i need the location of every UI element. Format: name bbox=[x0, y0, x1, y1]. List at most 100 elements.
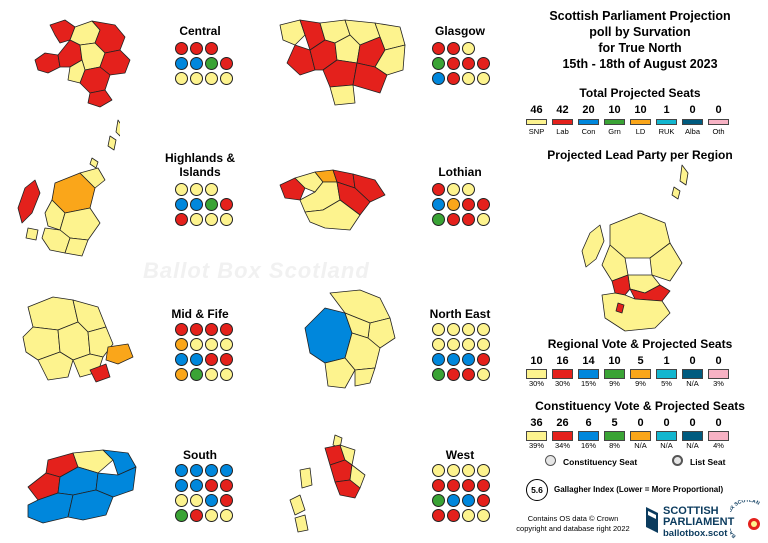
seat-ld bbox=[175, 368, 188, 381]
seat-grid-lothian bbox=[432, 183, 490, 226]
seat-grn bbox=[432, 494, 445, 507]
party-label: Grn bbox=[608, 127, 621, 136]
seat-con bbox=[190, 57, 203, 70]
tally-alba: 0 Alba bbox=[682, 104, 703, 136]
seat-row bbox=[175, 42, 233, 55]
tally-ruk: 0 N/A bbox=[656, 417, 677, 450]
seat-lab bbox=[220, 494, 233, 507]
seat-snp bbox=[462, 183, 475, 196]
party-swatch bbox=[526, 119, 547, 125]
os-credit: Contains OS data © Crown copyright and d… bbox=[508, 514, 638, 534]
tally-ruk: 1 5% bbox=[656, 355, 677, 388]
seat-grn bbox=[190, 368, 203, 381]
seat-snp bbox=[477, 323, 490, 336]
seat-snp bbox=[220, 213, 233, 226]
seat-lab bbox=[205, 353, 218, 366]
seat-row bbox=[432, 368, 490, 381]
party-label: RUK bbox=[658, 127, 675, 136]
tally-con: 6 16% bbox=[578, 417, 599, 450]
party-swatch bbox=[552, 369, 573, 379]
seat-snp bbox=[220, 509, 233, 522]
map-scotland-lead bbox=[581, 164, 689, 332]
party-label: Oth bbox=[712, 127, 725, 136]
seat-snp bbox=[462, 338, 475, 351]
vote-share: 30% bbox=[528, 379, 544, 388]
seat-snp bbox=[220, 338, 233, 351]
constituency-seat-legend-label: Constituency Seat bbox=[563, 457, 638, 467]
region-title-highlands: Highlands & Islands bbox=[164, 151, 235, 179]
seat-row bbox=[175, 368, 233, 381]
tally-oth: 0 Oth bbox=[708, 104, 729, 136]
seat-snp bbox=[190, 213, 203, 226]
seat-grn bbox=[205, 57, 218, 70]
logo-arc-badge: BALLOT BOX SCOTLAND bbox=[730, 500, 761, 539]
seat-row bbox=[432, 353, 490, 366]
seat-snp bbox=[462, 42, 475, 55]
seat-ld bbox=[175, 338, 188, 351]
seat-con bbox=[175, 464, 188, 477]
tally-grn: 5 8% bbox=[604, 417, 625, 450]
seat-count: 10 bbox=[530, 355, 543, 367]
logo-line-parliament: PARLIAMENT bbox=[663, 516, 735, 528]
constituency-title: Constituency Vote & Projected Seats bbox=[535, 399, 745, 413]
party-label: LD bbox=[635, 127, 646, 136]
seat-lab bbox=[462, 198, 475, 211]
seat-row bbox=[175, 464, 233, 477]
gallagher-index-badge: 5.6 bbox=[526, 479, 548, 501]
seat-snp bbox=[447, 464, 460, 477]
seat-count: 5 bbox=[611, 417, 618, 429]
party-swatch bbox=[604, 119, 625, 125]
seat-count: 26 bbox=[556, 417, 569, 429]
seat-count: 1 bbox=[663, 104, 670, 116]
seat-grid-mid-fife bbox=[175, 323, 233, 381]
constituency-tally: 36 39% 26 34% 6 16% 5 8% 0 N/A 0 N/A 0 N/A 0 4% bbox=[526, 417, 729, 450]
seat-lab bbox=[205, 42, 218, 55]
seat-lab bbox=[205, 323, 218, 336]
lead-map-title: Projected Lead Party per Region bbox=[547, 148, 733, 162]
vote-share: 9% bbox=[635, 379, 646, 388]
seat-lab bbox=[447, 72, 460, 85]
party-swatch bbox=[630, 119, 651, 125]
tally-alba: 0 N/A bbox=[682, 417, 703, 450]
list-seat-legend-label: List Seat bbox=[690, 457, 726, 467]
tally-ld: 10 LD bbox=[630, 104, 651, 136]
vote-share: 3% bbox=[713, 379, 724, 388]
seat-grid-south bbox=[175, 464, 233, 522]
tally-snp: 46 SNP bbox=[526, 104, 547, 136]
seat-lab bbox=[447, 42, 460, 55]
seat-count: 46 bbox=[530, 104, 543, 116]
tally-ruk: 1 RUK bbox=[656, 104, 677, 136]
vote-share: 8% bbox=[609, 441, 620, 450]
region-title-lothian: Lothian bbox=[438, 165, 482, 179]
seat-snp bbox=[205, 213, 218, 226]
seat-row bbox=[432, 198, 490, 211]
party-label: Lab bbox=[556, 127, 569, 136]
seat-lab bbox=[462, 479, 475, 492]
seat-snp bbox=[477, 368, 490, 381]
seat-con bbox=[175, 198, 188, 211]
party-swatch bbox=[630, 431, 651, 441]
seat-row bbox=[432, 57, 490, 70]
seat-count: 0 bbox=[715, 417, 722, 429]
vote-share: 30% bbox=[554, 379, 570, 388]
seat-row bbox=[175, 494, 233, 507]
seat-lab bbox=[220, 323, 233, 336]
party-swatch bbox=[682, 369, 703, 379]
seat-lab bbox=[477, 494, 490, 507]
tally-grn: 10 Grn bbox=[604, 104, 625, 136]
map-glasgow bbox=[279, 19, 406, 106]
region-title-central: Central bbox=[179, 24, 221, 38]
seat-snp bbox=[205, 368, 218, 381]
party-swatch bbox=[708, 369, 729, 379]
seat-lab bbox=[190, 42, 203, 55]
seat-lab bbox=[432, 479, 445, 492]
seat-lab bbox=[447, 479, 460, 492]
seat-snp bbox=[477, 338, 490, 351]
region-title-glasgow: Glasgow bbox=[434, 24, 485, 38]
seat-lab bbox=[462, 368, 475, 381]
tally-lab: 42 Lab bbox=[552, 104, 573, 136]
party-swatch bbox=[552, 431, 573, 441]
seat-row bbox=[175, 57, 233, 70]
tally-snp: 10 30% bbox=[526, 355, 547, 388]
seat-snp bbox=[477, 509, 490, 522]
